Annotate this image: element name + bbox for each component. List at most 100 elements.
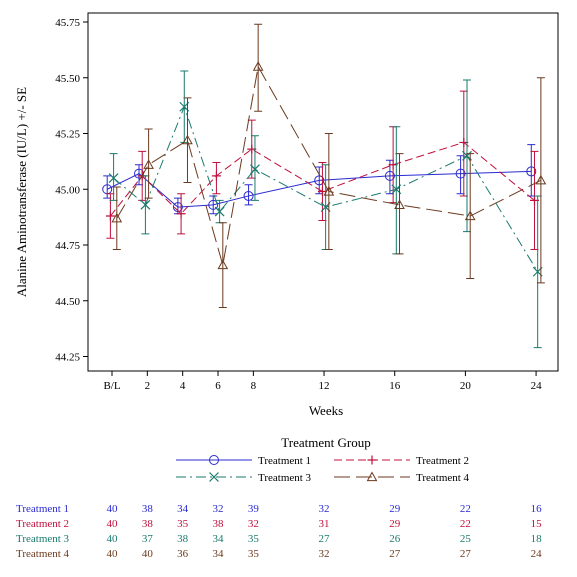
- legend-marker: [209, 455, 219, 465]
- error-bar: [395, 153, 404, 255]
- data-point: [526, 166, 537, 177]
- x-tick-label: 4: [180, 380, 186, 392]
- count-value: 29: [389, 503, 401, 515]
- count-value: 22: [460, 518, 471, 530]
- count-value: 35: [177, 518, 189, 530]
- counts-row-label: Treatment 1: [16, 503, 69, 515]
- error-bar: [183, 97, 192, 184]
- plot-frame: [87, 12, 559, 372]
- data-point: [217, 259, 229, 270]
- counts-row-2: Treatment 2 40 38 35 38 32 31 29 22 15: [16, 518, 542, 530]
- legend: Treatment Group Treatment 1 Treatment 2 Tr…: [176, 435, 470, 484]
- count-value: 40: [107, 503, 119, 515]
- count-value: 27: [460, 548, 472, 560]
- count-value: 32: [248, 518, 259, 530]
- count-value: 29: [389, 518, 401, 530]
- data-point: [182, 134, 193, 145]
- x-axis: B/L 2 4 6 8 12 16 20 24: [103, 371, 542, 392]
- error-bar: [109, 153, 118, 201]
- error-bar: [456, 155, 465, 195]
- count-value: 40: [107, 518, 119, 530]
- y-tick-label: 44.25: [55, 352, 80, 364]
- legend-item-4: Treatment 4: [334, 471, 470, 484]
- error-bar: [536, 77, 545, 284]
- y-tick-label: 45.25: [55, 129, 80, 141]
- series-line: [110, 141, 535, 217]
- count-value: 34: [213, 548, 225, 560]
- count-value: 26: [389, 533, 401, 545]
- data-point: [314, 175, 325, 186]
- data-point: [323, 185, 335, 196]
- y-tick-label: 45.00: [55, 184, 80, 196]
- data-point: [535, 174, 547, 185]
- data-point: [250, 164, 260, 175]
- error-bar: [135, 164, 144, 186]
- count-value: 38: [177, 533, 189, 545]
- count-value: 37: [142, 533, 154, 545]
- x-tick-label: 8: [251, 380, 257, 392]
- y-axis: 44.25 44.50 44.75 45.00 45.25 45.50 45.75: [55, 17, 88, 364]
- counts-row-1: Treatment 1 40 38 34 32 39 32 29 22 16: [16, 503, 542, 515]
- y-tick-label: 45.75: [55, 17, 80, 29]
- count-value: 34: [213, 533, 225, 545]
- counts-table: Treatment 1 40 38 34 32 39 32 29 22 16 Treatment 2…: [16, 503, 542, 560]
- y-tick-label: 44.75: [55, 240, 80, 252]
- counts-row-3: Treatment 3 40 37 38 34 35 27 26 25 18: [16, 533, 542, 545]
- count-value: 40: [107, 548, 119, 560]
- legend-label: Treatment 3: [258, 472, 312, 484]
- count-value: 38: [142, 503, 154, 515]
- data-point: [455, 168, 466, 179]
- count-value: 35: [248, 533, 260, 545]
- data-point: [108, 173, 119, 184]
- counts-row-label: Treatment 3: [16, 533, 70, 545]
- count-value: 40: [107, 533, 119, 545]
- error-bar: [144, 128, 153, 199]
- legend-item-1: Treatment 1: [176, 455, 311, 467]
- error-bar: [324, 133, 333, 250]
- count-value: 27: [389, 548, 401, 560]
- data-point: [140, 199, 151, 210]
- x-tick-label: 16: [389, 380, 401, 392]
- x-tick-label: 24: [531, 380, 543, 392]
- count-value: 35: [248, 548, 260, 560]
- series-2: [105, 90, 539, 250]
- count-value: 32: [319, 548, 330, 560]
- data-point: [252, 61, 264, 71]
- legend-item-3: Treatment 3: [176, 472, 312, 484]
- y-axis-label: Alanine Aminotransferase (IU/L) +/- SE: [14, 87, 29, 297]
- count-value: 38: [213, 518, 225, 530]
- x-tick-label: 20: [460, 380, 472, 392]
- error-bar: [218, 222, 227, 308]
- x-tick-label: 12: [319, 380, 330, 392]
- data-point: [143, 159, 154, 169]
- legend-marker: [367, 455, 377, 465]
- y-tick-label: 45.50: [55, 73, 80, 85]
- data-point: [111, 212, 123, 223]
- series-3: [108, 70, 543, 349]
- legend-title: Treatment Group: [281, 435, 370, 450]
- data-point: [172, 202, 183, 213]
- series-4: [111, 23, 547, 308]
- count-value: 15: [531, 518, 543, 530]
- x-tick-label: B/L: [103, 380, 120, 392]
- series-line: [116, 65, 542, 266]
- data-point: [384, 170, 395, 181]
- error-bar: [112, 186, 121, 250]
- counts-row-label: Treatment 4: [16, 548, 70, 560]
- count-value: 38: [142, 518, 154, 530]
- count-value: 32: [319, 503, 330, 515]
- legend-marker: [209, 472, 219, 482]
- series-layer: [102, 23, 547, 349]
- error-bar: [103, 175, 112, 199]
- count-value: 34: [177, 503, 189, 515]
- count-value: 18: [531, 533, 543, 545]
- legend-label: Treatment 4: [416, 472, 470, 484]
- data-point: [464, 210, 476, 221]
- count-value: 31: [319, 518, 330, 530]
- x-axis-label: Weeks: [309, 403, 343, 418]
- count-value: 24: [531, 548, 543, 560]
- count-value: 25: [460, 533, 472, 545]
- legend-marker: [366, 471, 378, 482]
- data-point: [211, 171, 221, 181]
